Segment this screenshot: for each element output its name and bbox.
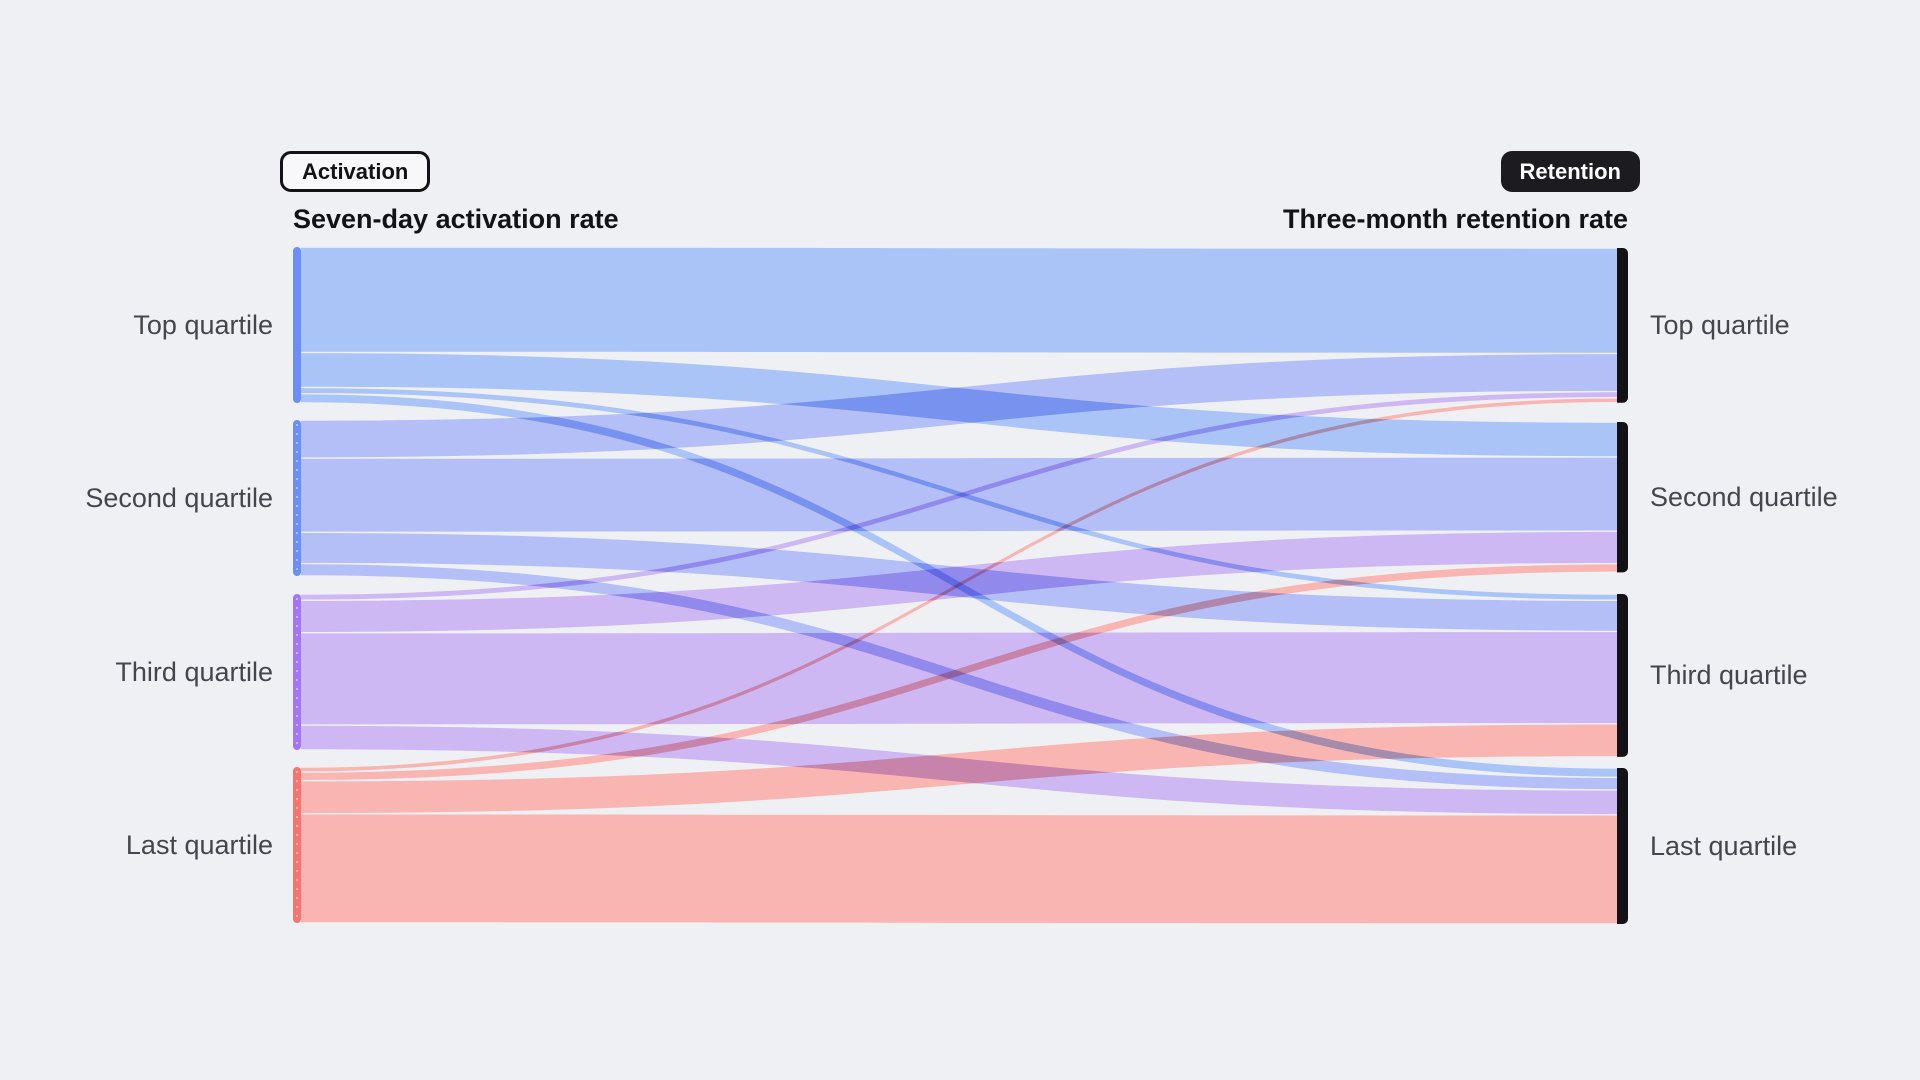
- left-node-label-top-quartile: Top quartile: [133, 310, 273, 340]
- flow-third-quartile-to-third-quartile[interactable]: [301, 632, 1617, 725]
- flow-last-quartile-to-third-quartile[interactable]: [301, 724, 1617, 814]
- source-node-last-quartile[interactable]: [293, 767, 301, 923]
- flow-last-quartile-to-last-quartile[interactable]: [301, 814, 1617, 924]
- flow-top-quartile-to-top-quartile[interactable]: [301, 247, 1617, 353]
- target-node-last-quartile[interactable]: [1617, 768, 1628, 924]
- flow-third-quartile-to-top-quartile[interactable]: [301, 392, 1617, 600]
- right-node-label-top-quartile: Top quartile: [1650, 310, 1790, 340]
- target-node-third-quartile[interactable]: [1617, 594, 1628, 757]
- flow-second-quartile-to-top-quartile[interactable]: [301, 354, 1617, 458]
- left-node-label-last-quartile: Last quartile: [125, 830, 273, 860]
- flow-last-quartile-to-second-quartile[interactable]: [301, 564, 1617, 781]
- activation-chip[interactable]: Activation: [280, 151, 431, 192]
- left-node-label-second-quartile: Second quartile: [85, 483, 273, 513]
- right-node-label-last-quartile: Last quartile: [1650, 831, 1798, 861]
- source-node-second-quartile[interactable]: [293, 420, 301, 576]
- flow-third-quartile-to-second-quartile[interactable]: [301, 531, 1617, 632]
- retention-chip[interactable]: Retention: [1500, 151, 1640, 192]
- flow-last-quartile-to-top-quartile[interactable]: [301, 398, 1617, 772]
- left-column-title: Seven-day activation rate: [293, 204, 619, 234]
- target-node-top-quartile[interactable]: [1617, 248, 1628, 403]
- left-node-label-third-quartile: Third quartile: [115, 657, 273, 687]
- source-node-third-quartile[interactable]: [293, 594, 301, 750]
- right-node-label-second-quartile: Second quartile: [1650, 482, 1838, 512]
- target-node-second-quartile[interactable]: [1617, 422, 1628, 573]
- right-column-title: Three-month retention rate: [1282, 204, 1628, 234]
- right-node-label-third-quartile: Third quartile: [1650, 660, 1808, 690]
- source-node-top-quartile[interactable]: [293, 247, 301, 403]
